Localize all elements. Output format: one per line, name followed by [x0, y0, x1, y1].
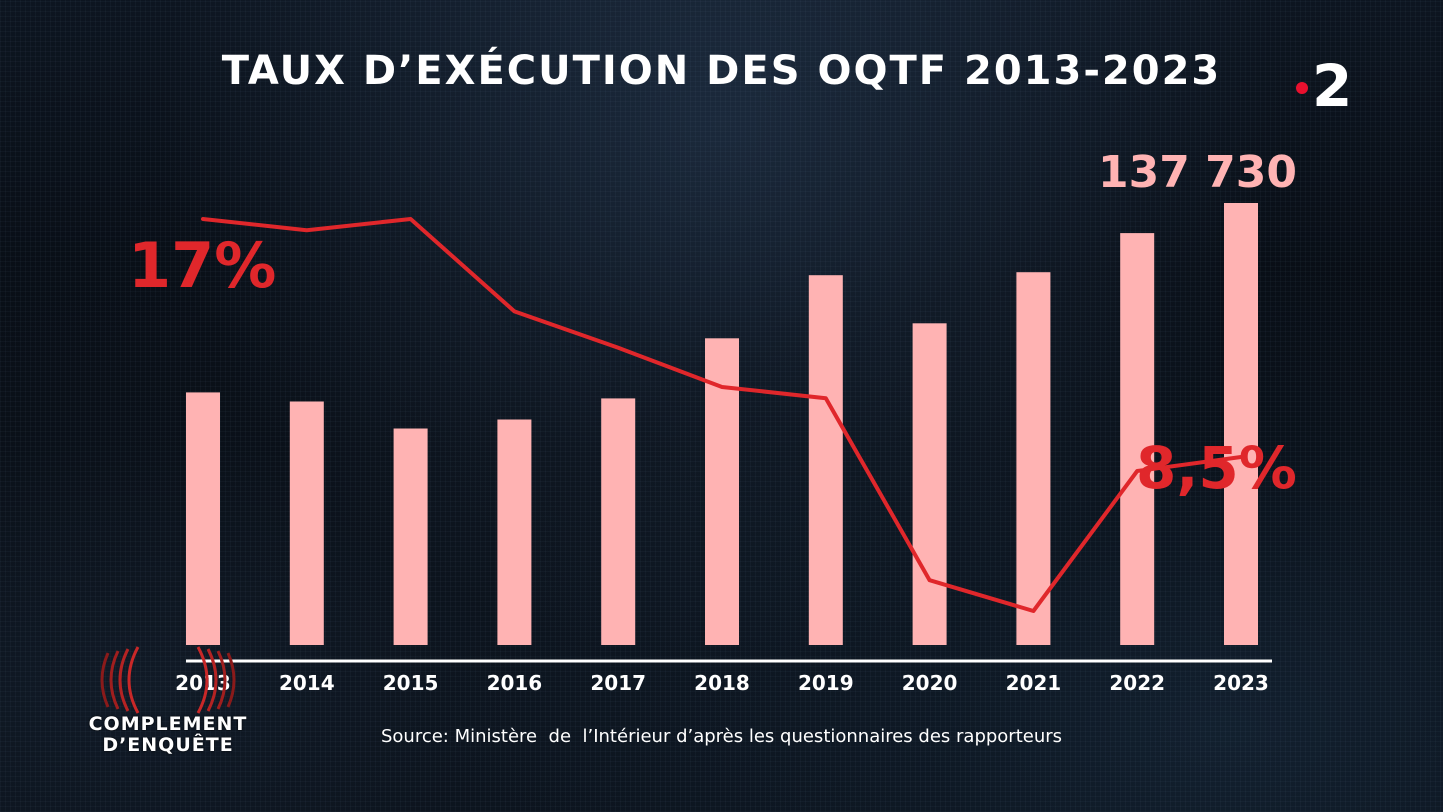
x-tick-label-2016: 2016 — [487, 671, 543, 695]
x-tick-label-2014: 2014 — [279, 671, 335, 695]
x-tick-labels: 2013 2014 2015 2016 2017 2018 2019 2020 2021 2022… — [175, 671, 1269, 695]
line-group — [201, 217, 1243, 613]
bar-2023 — [1224, 203, 1258, 645]
last-count-label: 137 730 — [1098, 147, 1297, 198]
channel-logo-dot — [1296, 82, 1308, 94]
source-note: Source: Ministère de l’Intérieur d’après… — [380, 726, 1063, 747]
show-logo-line2: D’ENQUÊTE — [102, 734, 234, 756]
bar-2020 — [912, 323, 947, 645]
x-tick-label-2013: 2013 — [175, 671, 231, 695]
bar-2016 — [497, 419, 532, 645]
bar-2014 — [289, 401, 324, 645]
bar-2019 — [808, 275, 843, 645]
x-tick-label-2023: 2023 — [1213, 671, 1269, 695]
bar-2017 — [601, 398, 636, 645]
complement-denquete-logo-icon: COMPLEMENT D’ENQUÊTE — [78, 645, 258, 760]
bar-2015 — [393, 428, 428, 645]
x-tick-label-2020: 2020 — [902, 671, 958, 695]
channel-logo-text: 2 — [1312, 58, 1352, 118]
show-logo-line1: COMPLEMENT — [88, 713, 248, 735]
x-tick-label-2017: 2017 — [590, 671, 646, 695]
x-tick-label-2021: 2021 — [1006, 671, 1062, 695]
show-logo-waves-icon — [100, 646, 236, 714]
chart-title: TAUX D’EXÉCUTION DES OQTF 2013-2023 — [221, 48, 1222, 94]
france-2-logo-icon: 2 — [1296, 58, 1352, 118]
first-rate-label: 17% — [128, 229, 276, 302]
x-tick-label-2022: 2022 — [1109, 671, 1165, 695]
bar-2022 — [1120, 233, 1155, 645]
last-rate-label: 8,5% — [1136, 434, 1297, 502]
bar-2021 — [1016, 272, 1051, 645]
x-tick-label-2018: 2018 — [694, 671, 750, 695]
bars-group — [186, 203, 1258, 645]
bar-2013 — [186, 392, 220, 645]
x-tick-label-2019: 2019 — [798, 671, 854, 695]
x-tick-label-2015: 2015 — [383, 671, 439, 695]
